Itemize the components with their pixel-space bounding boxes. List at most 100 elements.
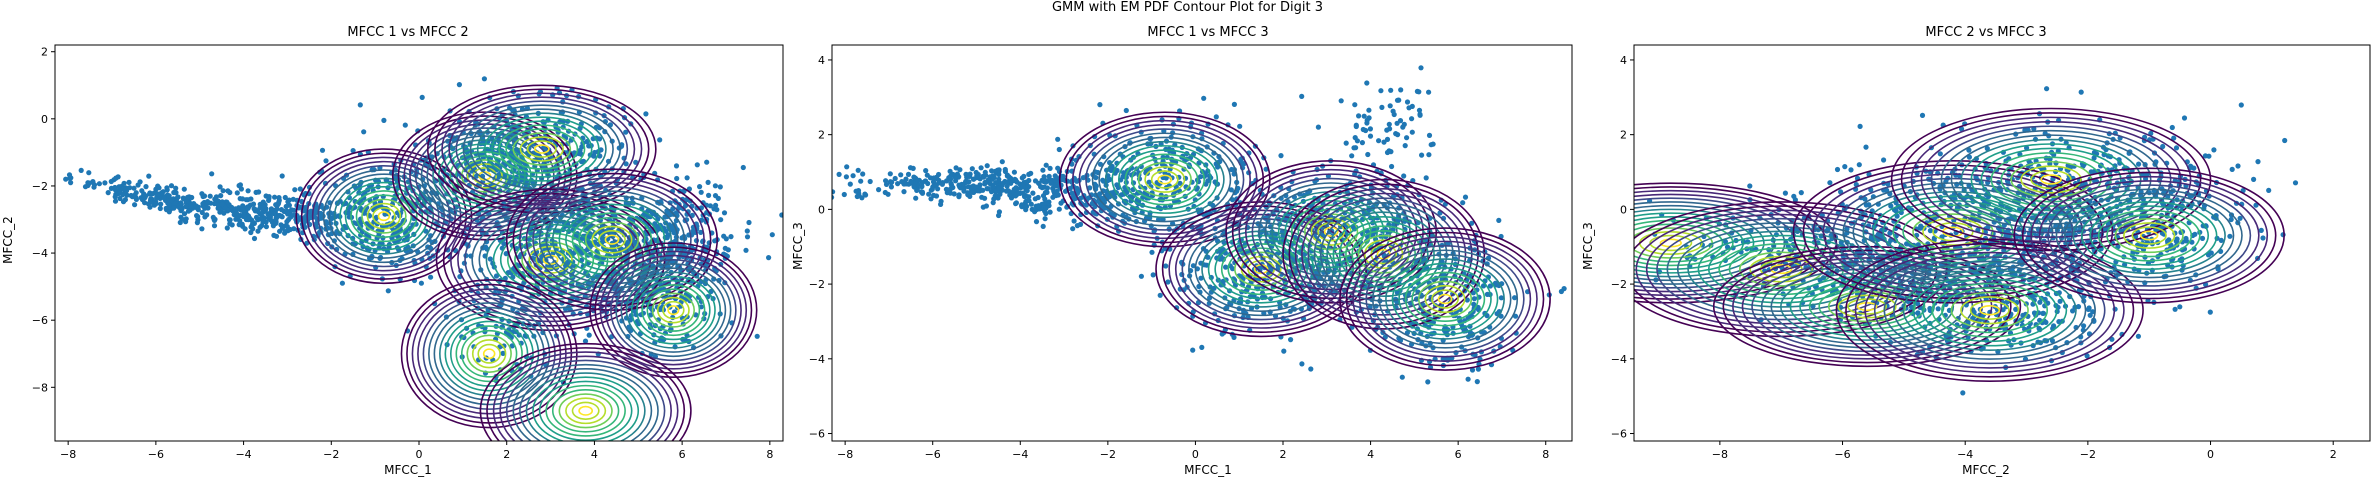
- data-point: [1042, 216, 1048, 222]
- data-point: [1299, 361, 1305, 367]
- contour-level: [1201, 230, 1322, 308]
- data-point: [1012, 192, 1018, 198]
- data-point: [1378, 88, 1384, 94]
- x-tick-label: 2: [503, 448, 510, 461]
- data-point: [853, 188, 859, 194]
- contour-level: [322, 169, 446, 264]
- data-point: [283, 203, 289, 210]
- data-point: [911, 174, 917, 180]
- contour-level: [1424, 284, 1466, 314]
- x-axis-label: MFCC_1: [1184, 463, 1232, 477]
- data-point: [836, 171, 842, 177]
- data-point: [883, 181, 890, 187]
- data-point: [1395, 132, 1401, 138]
- data-point: [667, 212, 673, 218]
- data-point: [1026, 171, 1032, 177]
- data-point: [1409, 129, 1415, 135]
- data-point: [2255, 159, 2261, 165]
- data-point: [948, 180, 954, 186]
- data-point: [1389, 163, 1395, 170]
- data-point: [2235, 163, 2241, 169]
- data-point: [1033, 219, 1040, 225]
- data-point: [67, 175, 73, 181]
- data-point: [157, 205, 163, 212]
- data-point: [1406, 105, 1412, 111]
- data-point: [1848, 167, 1854, 173]
- data-point: [116, 184, 122, 190]
- contour-level: [1404, 271, 1486, 327]
- data-point: [1288, 337, 1294, 343]
- data-point: [1937, 151, 1943, 157]
- contour-level: [1225, 160, 1438, 304]
- data-point: [178, 200, 184, 206]
- data-point: [78, 167, 84, 173]
- data-point: [908, 179, 914, 185]
- data-point: [179, 216, 185, 222]
- contour-level: [372, 206, 396, 226]
- data-point: [1887, 230, 1893, 236]
- data-point: [516, 332, 522, 338]
- data-point: [122, 197, 128, 203]
- contour-level: [491, 120, 593, 178]
- data-point: [1827, 180, 1833, 186]
- data-point: [195, 214, 201, 220]
- data-point: [1390, 108, 1396, 114]
- data-point: [1034, 204, 1041, 210]
- data-point: [501, 241, 507, 247]
- data-point: [1006, 174, 1012, 180]
- data-point: [966, 179, 972, 185]
- x-tick-label: 0: [416, 448, 423, 461]
- data-point: [1315, 124, 1321, 130]
- data-point: [481, 76, 487, 82]
- data-point: [218, 193, 224, 199]
- data-point: [1231, 171, 1237, 177]
- data-point: [596, 136, 603, 142]
- contour-level: [1345, 231, 1545, 367]
- data-point: [901, 189, 907, 195]
- contour-level: [625, 271, 722, 349]
- contour-level: [478, 214, 623, 305]
- subplot-mfcc1-vs-mfcc2: MFCC 1 vs MFCC 2 MFCC_1 MFCC_2 −8 −6 −4 −2 0…: [1, 25, 784, 477]
- contour-level: [656, 296, 690, 324]
- data-point: [1927, 228, 1933, 234]
- data-point: [991, 196, 997, 202]
- data-point: [698, 189, 704, 195]
- y-tick-label: −4: [32, 247, 48, 260]
- data-point: [1002, 166, 1008, 173]
- contour-level: [434, 88, 650, 210]
- data-point: [245, 213, 252, 219]
- contour-level: [449, 320, 529, 387]
- contour-level: [1104, 140, 1225, 219]
- x-axis-label: MFCC_2: [1962, 463, 2010, 477]
- data-point: [926, 191, 932, 197]
- contour-level: [498, 124, 586, 174]
- contour-level: [333, 177, 435, 255]
- data-point: [1388, 87, 1394, 93]
- data-point: [1462, 194, 1469, 200]
- data-point: [592, 149, 598, 156]
- data-point: [1042, 208, 1048, 214]
- subplot-title: MFCC 1 vs MFCC 2: [347, 25, 468, 40]
- data-point: [1019, 202, 1025, 208]
- y-tick-label: −4: [809, 353, 825, 366]
- data-point: [1919, 112, 1926, 118]
- y-tick-label: −6: [809, 428, 825, 441]
- subplot-mfcc1-vs-mfcc3: MFCC 1 vs MFCC 3 MFCC_1 MFCC_3 −8 −6 −4 −2 0…: [791, 25, 1573, 477]
- data-point: [832, 189, 836, 195]
- data-point: [205, 205, 211, 211]
- data-point: [707, 203, 714, 209]
- data-point: [1558, 288, 1564, 295]
- contour-level: [641, 284, 706, 337]
- data-point: [175, 194, 181, 200]
- data-point: [744, 234, 751, 240]
- plot-area: [1634, 86, 2299, 396]
- data-point: [984, 163, 990, 169]
- contour-level: [610, 258, 737, 362]
- contour-level: [441, 92, 643, 206]
- data-point: [974, 173, 980, 179]
- contour-level: [558, 393, 613, 429]
- data-point: [643, 111, 649, 117]
- data-point: [2181, 115, 2188, 121]
- data-point: [717, 184, 723, 190]
- contour-level: [533, 144, 550, 154]
